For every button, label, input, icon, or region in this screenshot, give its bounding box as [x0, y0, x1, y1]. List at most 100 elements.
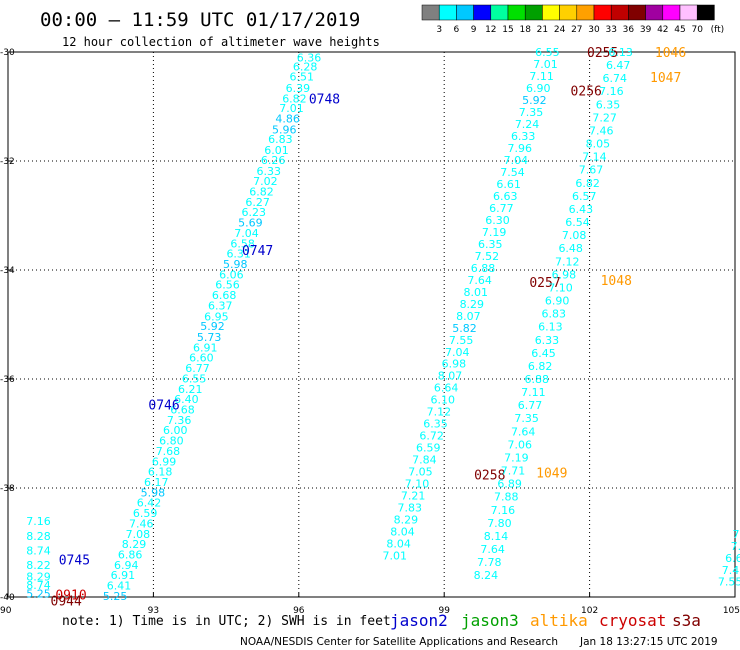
track-cryosat: 0910: [55, 588, 86, 603]
swh-value-label: 6.56: [215, 279, 240, 292]
colorbar-tick-label: 6: [454, 25, 460, 35]
swh-value-label: 8.07: [438, 370, 463, 383]
swh-value-label: 6.82: [249, 186, 274, 199]
swh-value-label: 7.27: [592, 111, 617, 124]
swh-value-label: 6.94: [114, 559, 139, 572]
swh-value-label: 6.00: [163, 424, 188, 437]
swh-value-label: 6.36: [297, 51, 322, 64]
swh-value-label: 6.68: [212, 289, 237, 302]
colorbar-tick-label: 9: [471, 25, 477, 35]
swh-value-label: 6.58: [230, 237, 255, 250]
swh-value-label: 7.04: [234, 227, 259, 240]
swh-value-label: 8.29: [26, 570, 51, 583]
swh-value-label: 7.19: [482, 226, 507, 239]
pass-time-label: 0910: [55, 588, 86, 603]
swh-value-label: 5.92: [200, 320, 225, 333]
swh-value-label: 6.28: [293, 61, 318, 74]
colorbar-tick-label: 39: [640, 25, 652, 35]
swh-value-label: 7.01: [383, 550, 408, 563]
swh-value-label: 7.96: [508, 142, 533, 155]
swh-value-label: 7.78: [477, 556, 502, 569]
swh-value-label: 7.16: [599, 85, 624, 98]
swh-value-label: 6.48: [558, 242, 583, 255]
swh-value-label: 7.64: [480, 543, 505, 556]
swh-value-label: 7.05: [408, 466, 433, 479]
y-tick-label: -34: [0, 266, 15, 276]
colorbar: 3 6 9 12 15 18 21 24 27 30 33 36 39 42 45 70 (ft): [421, 4, 724, 35]
swh-value-label: 6.90: [545, 295, 570, 308]
swh-value-label: 6.98: [442, 358, 467, 371]
swh-value-label: 5.96: [272, 123, 297, 136]
swh-value-label: 7.10: [548, 281, 573, 294]
swh-value-label: 7.08: [126, 528, 151, 541]
colorbar-swatch: [576, 4, 595, 21]
pass-time-label: 0944: [51, 594, 82, 609]
y-tick-label: -38: [0, 484, 15, 494]
swh-value-label: 6.10: [430, 394, 455, 407]
swh-value-label: 6.42: [137, 497, 162, 510]
colorbar-tick-label: 24: [554, 25, 566, 35]
swh-value-label: 6.82: [282, 92, 307, 105]
chart-subtitle: 12 hour collection of altimeter wave hei…: [62, 35, 380, 49]
swh-value-label: 6.64: [434, 382, 459, 395]
colorbar-tick-label: 30: [588, 25, 600, 35]
swh-value-label: 5.73: [197, 331, 222, 344]
swh-value-label: 8.29: [122, 538, 147, 551]
swh-value-label: 7.64: [511, 425, 536, 438]
x-tick-label: 96: [293, 606, 305, 616]
swh-value-label: 6.98: [552, 268, 577, 281]
swh-value-label: 6.63: [493, 190, 518, 203]
swh-value-label: 5.25: [26, 588, 51, 601]
swh-value-label: 7.19: [504, 451, 529, 464]
swh-value-label: 7.55: [449, 334, 474, 347]
swh-value-label: 8.01: [463, 286, 488, 299]
pass-time-label: 0257: [529, 276, 560, 291]
swh-value-label: 7.08: [562, 229, 587, 242]
swh-value-label: 5.98: [141, 486, 166, 499]
swh-value-label: 6.06: [219, 268, 244, 281]
swh-value-label: 7.24: [515, 118, 540, 131]
colorbar-tick-label: 3: [436, 25, 442, 35]
legend-entry-jason2: jason2: [390, 611, 448, 630]
colorbar-tick-label: 45: [674, 25, 685, 35]
swh-value-label: 6.88: [471, 262, 496, 275]
colorbar-swatch: [438, 4, 457, 21]
swh-value-label: 8.74: [26, 579, 51, 592]
data-marks: 6.366.286.516.396.827.014.865.966.836.01…: [26, 46, 740, 609]
colorbar-tick-label: 70: [691, 25, 703, 35]
swh-value-label: 7.71: [501, 465, 526, 478]
swh-value-label: 6.91: [193, 341, 218, 354]
colorbar-swatch: [559, 4, 578, 21]
footer-timestamp: Jan 18 13:27:15 UTC 2019: [579, 636, 718, 648]
swh-value-label: 6.83: [268, 133, 293, 146]
track-unlabeled-edge: 7.57.56.627.407.55: [718, 528, 740, 589]
swh-value-label: 7.80: [487, 517, 512, 530]
swh-value-label: 6.55: [182, 372, 207, 385]
legend: jason2 jason3 altika cryosat s3a: [390, 611, 701, 630]
swh-value-label: 8.29: [460, 298, 485, 311]
colorbar-swatch: [679, 4, 698, 21]
swh-value-label: 5.25: [103, 590, 128, 603]
swh-value-label: 7.10: [405, 478, 430, 491]
swh-value-label: 8.22: [26, 559, 51, 572]
swh-value-label: 6.33: [535, 334, 560, 347]
swh-value-label: 8.05: [586, 138, 611, 151]
legend-entry-altika: altika: [530, 611, 588, 630]
swh-value-label: 6.26: [261, 154, 286, 167]
swh-value-label: 6.82: [528, 360, 553, 373]
swh-value-label: 6.47: [606, 59, 631, 72]
x-tick-label: 105: [723, 606, 740, 616]
y-tick-label: -30: [0, 48, 15, 58]
pass-time-label: 0747: [242, 244, 273, 259]
x-tick-label: 102: [581, 606, 598, 616]
swh-value-label: 6.88: [525, 373, 550, 386]
colorbar-swatch: [490, 4, 509, 21]
colorbar-tick-label: 15: [502, 25, 513, 35]
swh-value-label: 6.30: [485, 214, 510, 227]
axis-tick-labels: 90 93 96 99 102 105 -30 -32 -34 -36 -38 -40: [0, 48, 740, 616]
colorbar-tick-label: 18: [519, 25, 531, 35]
swh-value-label: 6.31: [226, 248, 251, 261]
track-jason2: 6.366.286.516.396.827.014.865.966.836.01…: [26, 51, 340, 602]
colorbar-tick-label: 36: [623, 25, 635, 35]
y-tick-label: -40: [0, 593, 15, 603]
